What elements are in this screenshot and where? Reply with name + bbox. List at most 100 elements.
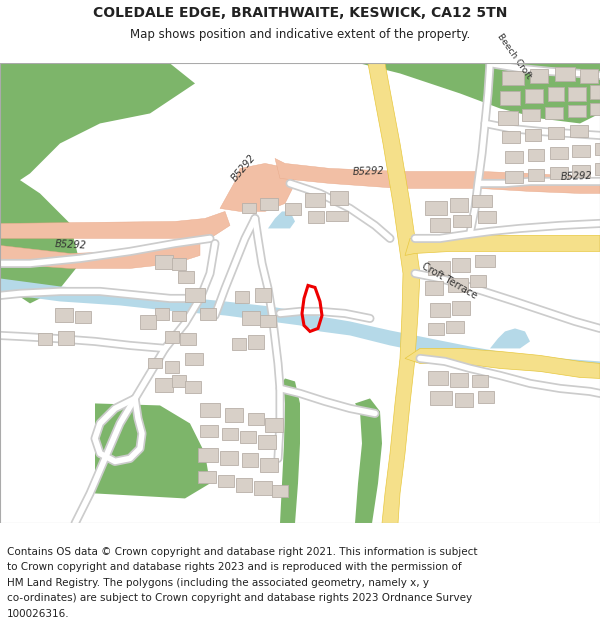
Polygon shape (242, 311, 260, 326)
Polygon shape (180, 334, 196, 346)
Text: 100026316.: 100026316. (7, 609, 70, 619)
Polygon shape (572, 146, 590, 158)
Polygon shape (430, 218, 450, 232)
Polygon shape (405, 349, 600, 378)
Polygon shape (268, 211, 295, 228)
Polygon shape (430, 303, 450, 318)
Polygon shape (236, 479, 252, 492)
Polygon shape (0, 243, 200, 269)
Polygon shape (568, 106, 586, 118)
Polygon shape (200, 308, 216, 321)
Polygon shape (275, 158, 600, 194)
Polygon shape (595, 143, 600, 156)
Text: COLEDALE EDGE, BRAITHWAITE, KESWICK, CA12 5TN: COLEDALE EDGE, BRAITHWAITE, KESWICK, CA1… (93, 6, 507, 20)
Polygon shape (455, 394, 473, 408)
Polygon shape (242, 454, 258, 468)
Polygon shape (155, 256, 173, 269)
Polygon shape (0, 279, 600, 376)
Polygon shape (200, 426, 218, 438)
Polygon shape (568, 88, 586, 101)
Polygon shape (330, 191, 348, 206)
Polygon shape (0, 211, 230, 238)
Polygon shape (502, 71, 524, 86)
Polygon shape (472, 376, 488, 388)
Polygon shape (172, 259, 186, 271)
Polygon shape (272, 486, 288, 498)
Polygon shape (285, 204, 301, 216)
Polygon shape (572, 166, 590, 177)
Polygon shape (428, 324, 444, 336)
Text: Contains OS data © Crown copyright and database right 2021. This information is : Contains OS data © Crown copyright and d… (7, 546, 478, 556)
Polygon shape (185, 381, 201, 394)
Polygon shape (185, 289, 205, 302)
Polygon shape (240, 431, 256, 444)
Polygon shape (254, 481, 272, 496)
Polygon shape (405, 236, 600, 256)
Polygon shape (198, 471, 216, 484)
Polygon shape (525, 89, 543, 103)
Polygon shape (505, 151, 523, 163)
Polygon shape (502, 131, 520, 143)
Text: B5292: B5292 (560, 171, 592, 182)
Polygon shape (500, 91, 520, 106)
Polygon shape (590, 86, 600, 99)
Polygon shape (425, 281, 443, 296)
Polygon shape (545, 107, 563, 119)
Polygon shape (260, 199, 278, 211)
Polygon shape (38, 334, 52, 346)
Polygon shape (522, 109, 540, 121)
Polygon shape (528, 169, 544, 181)
Polygon shape (260, 459, 278, 472)
Polygon shape (528, 149, 544, 161)
Polygon shape (525, 129, 541, 141)
Text: B5292: B5292 (352, 166, 384, 177)
Text: Map shows position and indicative extent of the property.: Map shows position and indicative extent… (130, 28, 470, 41)
Polygon shape (478, 391, 494, 404)
Polygon shape (452, 301, 470, 316)
Polygon shape (165, 361, 179, 373)
Polygon shape (430, 391, 452, 406)
Polygon shape (260, 316, 276, 328)
Polygon shape (548, 88, 564, 101)
Polygon shape (308, 211, 324, 223)
Polygon shape (0, 153, 80, 303)
Polygon shape (452, 259, 470, 272)
Polygon shape (165, 331, 179, 344)
Polygon shape (248, 336, 264, 349)
Polygon shape (55, 308, 73, 322)
Polygon shape (570, 126, 588, 138)
Polygon shape (155, 308, 169, 321)
Polygon shape (185, 354, 203, 366)
Polygon shape (425, 201, 447, 216)
Text: HM Land Registry. The polygons (including the associated geometry, namely x, y: HM Land Registry. The polygons (includin… (7, 578, 429, 587)
Polygon shape (172, 311, 186, 321)
Polygon shape (326, 211, 348, 221)
Polygon shape (305, 194, 325, 208)
Polygon shape (225, 409, 243, 422)
Text: co-ordinates) are subject to Crown copyright and database rights 2023 Ordnance S: co-ordinates) are subject to Crown copyr… (7, 593, 472, 603)
Polygon shape (530, 69, 548, 83)
Polygon shape (280, 378, 300, 524)
Polygon shape (580, 69, 598, 83)
Polygon shape (453, 216, 471, 227)
Polygon shape (365, 63, 420, 524)
Text: Croft Terrace: Croft Terrace (420, 261, 479, 301)
Polygon shape (450, 199, 468, 212)
Polygon shape (428, 371, 448, 386)
Polygon shape (355, 399, 382, 524)
Polygon shape (548, 127, 564, 139)
Polygon shape (448, 279, 468, 292)
Polygon shape (450, 373, 468, 388)
Polygon shape (235, 291, 249, 303)
Polygon shape (140, 316, 156, 329)
Polygon shape (490, 329, 530, 349)
Polygon shape (475, 256, 495, 268)
Polygon shape (198, 449, 218, 462)
Polygon shape (446, 321, 464, 334)
Polygon shape (220, 451, 238, 466)
Polygon shape (255, 289, 271, 302)
Polygon shape (590, 103, 600, 116)
Polygon shape (220, 163, 295, 211)
Polygon shape (178, 271, 194, 284)
Polygon shape (148, 358, 162, 368)
